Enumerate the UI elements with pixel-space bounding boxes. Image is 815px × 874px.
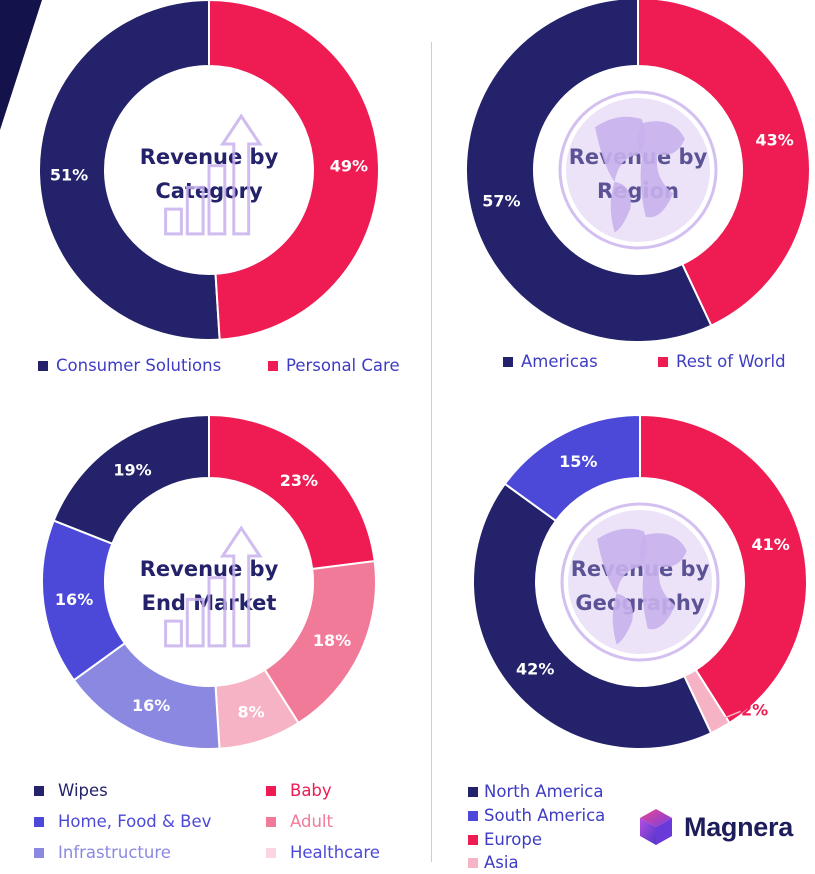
legend-label: South America <box>484 806 606 825</box>
donut-slice <box>52 413 210 546</box>
donut-slice <box>472 482 713 750</box>
legend-item-europe: Europe <box>468 830 542 849</box>
slice-label: 23% <box>280 471 318 490</box>
slice-label: 42% <box>516 660 554 679</box>
legend-item-wipes: Wipes <box>34 781 108 800</box>
legend-swatch <box>503 356 513 367</box>
slice-label: 41% <box>751 535 789 554</box>
globe-icon <box>560 502 720 662</box>
bar-growth-arrow-icon <box>164 525 263 648</box>
legend-swatch <box>268 360 278 371</box>
legend-item-rest-of-world: Rest of World <box>658 352 786 371</box>
legend-item-personal-care: Personal Care <box>268 356 400 375</box>
magnera-logo: Magnera <box>636 806 793 848</box>
donut-slice <box>639 413 808 725</box>
slice-label: 19% <box>113 461 151 480</box>
legend-swatch <box>38 360 48 371</box>
corner-accent <box>0 0 50 164</box>
legend-swatch <box>468 834 478 845</box>
donut-slice <box>208 413 376 571</box>
legend-label: Adult <box>290 812 333 831</box>
donut-slice <box>208 0 381 341</box>
legend-swatch <box>34 847 44 858</box>
legend-item-asia: Asia <box>468 853 519 872</box>
slice-label: 57% <box>482 192 520 211</box>
slice-label: 18% <box>313 631 351 650</box>
slice-label: 8% <box>237 702 264 721</box>
legend-item-south-america: South America <box>468 806 605 825</box>
legend-label: Baby <box>290 781 332 800</box>
donut-slice <box>503 413 641 523</box>
bar-growth-arrow-icon <box>164 113 263 236</box>
slice-label: 49% <box>330 157 368 176</box>
legend-swatch <box>266 816 276 827</box>
legend-swatch <box>658 356 668 367</box>
legend-item-north-america: North America <box>468 782 603 801</box>
legend-swatch <box>266 847 276 858</box>
legend-label: Personal Care <box>286 356 400 375</box>
legend-item-healthcare: Healthcare <box>266 843 380 862</box>
legend-swatch <box>468 857 478 868</box>
brand-name: Magnera <box>684 811 793 842</box>
legend-label: Americas <box>521 352 598 371</box>
legend-item-baby: Baby <box>266 781 332 800</box>
legend-item-home-food-bev: Home, Food & Bev <box>34 812 211 831</box>
slice-label: 2% <box>741 700 768 719</box>
legend-item-americas: Americas <box>503 352 598 371</box>
donut-slice <box>38 0 221 341</box>
legend-swatch <box>34 785 44 796</box>
slice-label: 43% <box>755 130 793 149</box>
globe-icon <box>558 90 718 250</box>
legend-label: Infrastructure <box>58 843 171 862</box>
legend-label: Healthcare <box>290 843 380 862</box>
slice-label: 15% <box>559 452 597 471</box>
legend-swatch <box>468 786 478 797</box>
legend-item-infrastructure: Infrastructure <box>34 843 171 862</box>
legend-item-consumer-solutions: Consumer Solutions <box>38 356 221 375</box>
legend-label: Wipes <box>58 781 108 800</box>
legend-label: Consumer Solutions <box>56 356 222 375</box>
legend-swatch <box>468 810 478 821</box>
slice-label: 51% <box>50 165 88 184</box>
legend-label: Home, Food & Bev <box>58 812 212 831</box>
legend-swatch <box>266 785 276 796</box>
donut-slice <box>464 0 713 343</box>
divider-line <box>431 42 432 862</box>
magnera-logo-mark-icon <box>640 809 672 845</box>
legend-label: Asia <box>484 853 519 872</box>
slice-label: 16% <box>55 590 93 609</box>
donut-slice <box>637 0 811 327</box>
chart-title-line: Geography <box>575 591 704 615</box>
legend-label: Rest of World <box>676 352 786 371</box>
slice-label: 16% <box>132 696 170 715</box>
leader-line <box>716 710 741 723</box>
legend-item-adult: Adult <box>266 812 333 831</box>
legend-swatch <box>34 816 44 827</box>
legend-label: North America <box>484 782 604 801</box>
legend-label: Europe <box>484 830 543 849</box>
